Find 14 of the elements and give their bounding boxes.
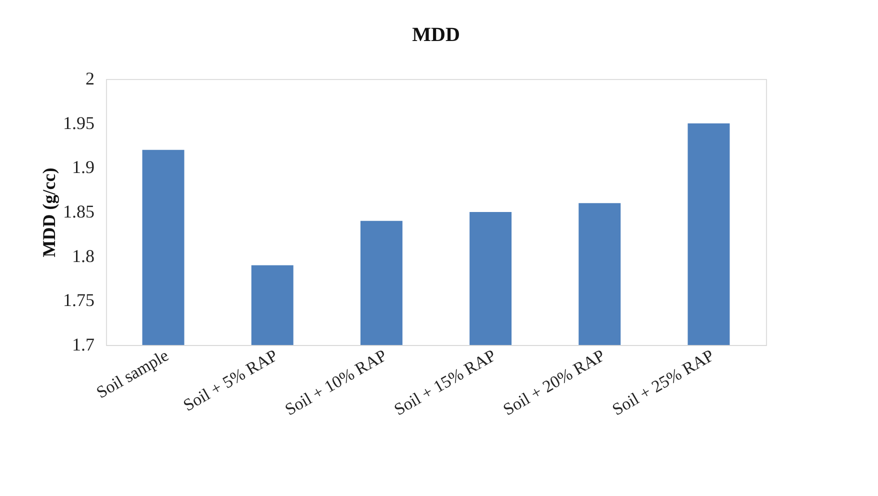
y-tick-label: 1.95 xyxy=(63,112,94,133)
y-tick-label: 1.9 xyxy=(72,157,94,178)
x-tick-label: Soil + 20% RAP xyxy=(500,346,608,420)
x-tick-label: Soil + 10% RAP xyxy=(282,346,390,420)
y-tick-label: 1.75 xyxy=(63,290,94,310)
y-tick-label: 1.85 xyxy=(63,202,94,222)
chart-title: MDD xyxy=(412,24,460,46)
x-tick-label: Soil + 15% RAP xyxy=(390,346,500,420)
y-tick-label: 2 xyxy=(86,68,94,88)
y-axis-title: MDD (g/cc) xyxy=(39,168,59,258)
x-tick-label: Soil + 5% RAP xyxy=(180,346,281,415)
y-tick-label: 1.7 xyxy=(72,334,94,354)
y-tick-label: 1.8 xyxy=(72,246,94,266)
x-tick-label: Soil + 25% RAP xyxy=(609,346,718,420)
